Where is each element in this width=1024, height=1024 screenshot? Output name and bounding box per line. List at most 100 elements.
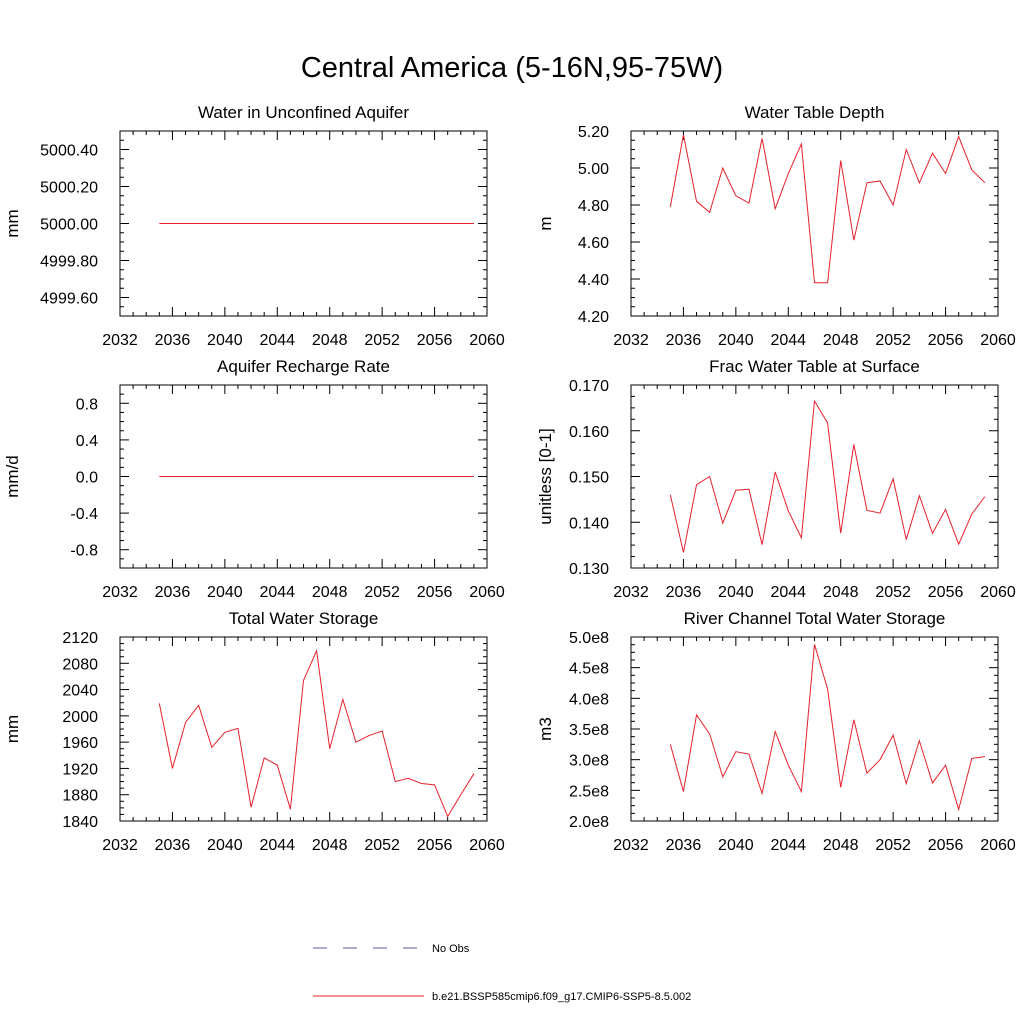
x-tick-label: 2048 — [312, 584, 348, 601]
y-tick-label: 1960 — [62, 735, 98, 752]
x-tick-label: 2052 — [364, 837, 400, 854]
x-tick-label: 2048 — [312, 837, 348, 854]
y-tick-label: 5000.00 — [40, 217, 98, 234]
y-tick-label: 4.40 — [578, 272, 609, 289]
y-tick-label: 2.0e8 — [569, 814, 609, 831]
x-tick-label: 2060 — [469, 837, 505, 854]
x-tick-label: 2052 — [875, 584, 911, 601]
x-tick-label: 2032 — [102, 332, 138, 349]
x-tick-label: 2048 — [823, 332, 859, 349]
y-tick-label: 4999.80 — [40, 254, 98, 271]
series-line — [669, 134, 986, 284]
x-tick-label: 2044 — [770, 837, 806, 854]
y-tick-label: 4.60 — [578, 235, 609, 252]
y-tick-label: 2000 — [62, 709, 98, 726]
y-tick-label: 0.140 — [569, 515, 609, 532]
chart-title: River Channel Total Water Storage — [684, 609, 946, 628]
x-tick-label: 2056 — [417, 584, 453, 601]
legend-label-model-run: b.e21.BSSP585cmip6.f09_g17.CMIP6-SSP5-8.… — [432, 991, 691, 1003]
chart-title: Total Water Storage — [229, 609, 379, 628]
chart-title: Water Table Depth — [745, 103, 885, 122]
y-tick-label: 0.0 — [76, 470, 98, 487]
y-tick-label: 3.0e8 — [569, 753, 609, 770]
y-tick-label: 0.150 — [569, 470, 609, 487]
x-tick-label: 2040 — [207, 584, 243, 601]
x-tick-label: 2036 — [155, 332, 191, 349]
x-tick-label: 2032 — [613, 584, 649, 601]
y-tick-label: 4.80 — [578, 198, 609, 215]
y-axis-label: m3 — [536, 717, 555, 741]
y-axis-label: mm/d — [3, 455, 22, 498]
y-axis-label: mm — [3, 715, 22, 743]
x-tick-label: 2032 — [613, 332, 649, 349]
legend-label-no-obs: No Obs — [432, 943, 470, 955]
series-line — [669, 644, 985, 812]
x-tick-label: 2036 — [666, 837, 702, 854]
chart-title: Frac Water Table at Surface — [709, 357, 920, 376]
x-tick-label: 2040 — [207, 837, 243, 854]
y-axis-label: mm — [3, 209, 22, 237]
y-axis-label: unitless [0-1] — [536, 428, 555, 524]
chart-panel-4: 2032 2036 2040 2044 2048 2052 2056 2060 0.130 0.1… — [536, 357, 1016, 601]
x-tick-label: 2048 — [312, 332, 348, 349]
y-axis-label: m — [536, 216, 555, 230]
x-tick-label: 2044 — [259, 837, 295, 854]
y-tick-label: -0.8 — [70, 543, 98, 560]
y-tick-label: 5.0e8 — [569, 630, 609, 647]
y-tick-label: 4.5e8 — [569, 661, 609, 678]
y-tick-label: 0.8 — [76, 396, 98, 413]
x-tick-label: 2044 — [770, 332, 806, 349]
x-tick-label: 2036 — [666, 584, 702, 601]
y-tick-label: 4.0e8 — [569, 691, 609, 708]
chart-title: Aquifer Recharge Rate — [217, 357, 390, 376]
legend: No Obs b.e21.BSSP585cmip6.f09_g17.CMIP6-… — [313, 943, 691, 1003]
x-tick-label: 2048 — [823, 584, 859, 601]
x-tick-label: 2056 — [928, 837, 964, 854]
x-tick-label: 2032 — [102, 837, 138, 854]
chart-panel-5: 2032 2036 2040 2044 2048 2052 2056 2060 1840 1880… — [3, 609, 505, 854]
x-tick-label: 2060 — [980, 584, 1016, 601]
chart-panel-6: 2032 2036 2040 2044 2048 2052 2056 2060 2.0e8 2.5… — [536, 609, 1016, 854]
y-tick-label: 0.130 — [569, 561, 609, 578]
chart-panel-1: 2032 2036 2040 2044 2048 2052 2056 2060 4999.60 4… — [3, 103, 505, 349]
y-tick-label: 1840 — [62, 814, 98, 831]
x-tick-label: 2044 — [770, 584, 806, 601]
series-line — [669, 399, 986, 553]
y-tick-label: 0.160 — [569, 424, 609, 441]
x-tick-label: 2060 — [980, 332, 1016, 349]
x-tick-label: 2032 — [613, 837, 649, 854]
x-tick-label: 2044 — [259, 584, 295, 601]
x-tick-label: 2060 — [469, 332, 505, 349]
chart-panel-2: 2032 2036 2040 2044 2048 2052 2056 2060 4.20 4.40… — [536, 103, 1016, 349]
x-tick-label: 2056 — [417, 837, 453, 854]
x-tick-label: 2052 — [364, 332, 400, 349]
y-tick-label: 2120 — [62, 630, 98, 647]
chart-panel-3: 2032 2036 2040 2044 2048 2052 2056 2060 -0.8 -0.4… — [3, 357, 505, 601]
chart-title: Water in Unconfined Aquifer — [198, 103, 409, 122]
chart-panels: 2032 2036 2040 2044 2048 2052 2056 2060 4999.60 4… — [3, 103, 1016, 854]
x-tick-label: 2036 — [155, 837, 191, 854]
x-tick-label: 2052 — [364, 584, 400, 601]
y-tick-label: 1880 — [62, 788, 98, 805]
y-tick-label: 3.5e8 — [569, 722, 609, 739]
series-line — [158, 648, 475, 818]
x-tick-label: 2060 — [469, 584, 505, 601]
x-tick-label: 2032 — [102, 584, 138, 601]
y-tick-label: 5000.40 — [40, 143, 98, 160]
x-tick-label: 2036 — [155, 584, 191, 601]
y-tick-label: 5.00 — [578, 161, 609, 178]
x-tick-label: 2036 — [666, 332, 702, 349]
plot-frame — [630, 636, 999, 822]
y-tick-label: 2.5e8 — [569, 783, 609, 800]
y-tick-label: 2080 — [62, 656, 98, 673]
y-tick-label: -0.4 — [70, 506, 98, 523]
y-tick-label: 4.20 — [578, 309, 609, 326]
x-tick-label: 2048 — [823, 837, 859, 854]
x-tick-label: 2052 — [875, 837, 911, 854]
x-tick-label: 2040 — [718, 332, 754, 349]
x-tick-label: 2040 — [207, 332, 243, 349]
y-tick-label: 5000.20 — [40, 180, 98, 197]
y-tick-label: 4999.60 — [40, 291, 98, 308]
x-tick-label: 2056 — [928, 332, 964, 349]
